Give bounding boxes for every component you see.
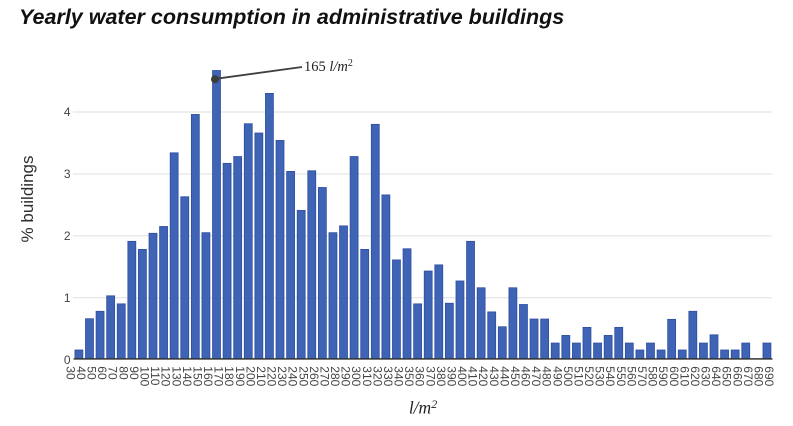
svg-text:340: 340 <box>392 366 406 386</box>
svg-text:230: 230 <box>275 366 289 386</box>
svg-text:580: 580 <box>646 366 660 386</box>
svg-text:350: 350 <box>402 366 416 386</box>
svg-text:3: 3 <box>64 167 71 181</box>
svg-text:190: 190 <box>233 366 247 386</box>
svg-text:Yearly water consumption in ad: Yearly water consumption in administrati… <box>19 5 564 29</box>
svg-text:360: 360 <box>413 366 427 386</box>
svg-text:500: 500 <box>561 366 575 386</box>
svg-text:390: 390 <box>444 366 458 386</box>
svg-text:420: 420 <box>476 366 490 386</box>
svg-text:120: 120 <box>159 366 173 386</box>
svg-text:l/m2: l/m2 <box>409 397 437 418</box>
svg-text:110: 110 <box>148 366 162 385</box>
svg-text:2: 2 <box>64 229 71 243</box>
svg-text:60: 60 <box>95 366 109 380</box>
svg-text:80: 80 <box>116 366 130 380</box>
svg-text:560: 560 <box>624 366 638 386</box>
svg-text:50: 50 <box>85 366 99 380</box>
svg-text:130: 130 <box>169 366 183 386</box>
svg-text:300: 300 <box>349 366 363 386</box>
svg-text:610: 610 <box>677 366 691 386</box>
svg-text:290: 290 <box>339 366 353 386</box>
svg-text:30: 30 <box>63 366 77 380</box>
svg-text:470: 470 <box>529 366 543 386</box>
svg-text:450: 450 <box>508 366 522 386</box>
svg-text:530: 530 <box>593 366 607 386</box>
svg-text:70: 70 <box>106 366 120 380</box>
svg-text:650: 650 <box>720 366 734 386</box>
svg-text:640: 640 <box>709 366 723 386</box>
svg-text:550: 550 <box>614 366 628 386</box>
svg-text:270: 270 <box>317 366 331 386</box>
svg-text:160: 160 <box>201 366 215 386</box>
svg-text:600: 600 <box>667 366 681 386</box>
svg-text:% buildings: % buildings <box>18 156 37 243</box>
svg-text:660: 660 <box>730 366 744 386</box>
svg-text:670: 670 <box>741 366 755 386</box>
svg-text:165 l/m2: 165 l/m2 <box>304 58 353 75</box>
svg-text:510: 510 <box>571 366 585 386</box>
svg-text:90: 90 <box>127 366 141 380</box>
svg-text:520: 520 <box>582 366 596 386</box>
svg-text:590: 590 <box>656 366 670 386</box>
svg-text:140: 140 <box>180 366 194 386</box>
svg-text:250: 250 <box>296 366 310 386</box>
svg-text:330: 330 <box>381 366 395 386</box>
svg-text:100: 100 <box>138 366 152 386</box>
svg-text:630: 630 <box>699 366 713 386</box>
svg-text:220: 220 <box>265 366 279 386</box>
svg-text:320: 320 <box>370 366 384 386</box>
svg-text:690: 690 <box>762 366 776 386</box>
svg-text:380: 380 <box>434 366 448 386</box>
svg-text:280: 280 <box>328 366 342 386</box>
svg-text:430: 430 <box>487 366 501 386</box>
svg-text:460: 460 <box>519 366 533 386</box>
svg-text:200: 200 <box>243 366 257 386</box>
svg-text:570: 570 <box>635 366 649 386</box>
svg-text:180: 180 <box>222 366 236 386</box>
svg-text:680: 680 <box>751 366 765 386</box>
svg-text:210: 210 <box>254 366 268 386</box>
svg-text:240: 240 <box>286 366 300 386</box>
svg-text:0: 0 <box>64 353 71 367</box>
svg-text:4: 4 <box>64 105 71 119</box>
svg-text:620: 620 <box>688 366 702 386</box>
svg-text:480: 480 <box>540 366 554 386</box>
svg-text:170: 170 <box>212 366 226 386</box>
svg-text:540: 540 <box>603 366 617 386</box>
svg-text:370: 370 <box>423 366 437 386</box>
svg-text:410: 410 <box>466 366 480 386</box>
svg-text:400: 400 <box>455 366 469 386</box>
svg-text:440: 440 <box>497 366 511 386</box>
svg-text:490: 490 <box>550 366 564 386</box>
svg-text:310: 310 <box>360 366 374 386</box>
svg-text:260: 260 <box>307 366 321 386</box>
svg-text:40: 40 <box>74 366 88 380</box>
svg-text:1: 1 <box>64 291 71 305</box>
svg-text:150: 150 <box>190 366 204 386</box>
